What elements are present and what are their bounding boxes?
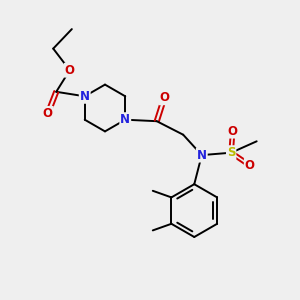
Text: O: O [228, 124, 238, 138]
Text: N: N [197, 148, 207, 162]
Text: N: N [120, 113, 130, 126]
Text: O: O [43, 107, 53, 120]
Text: O: O [159, 91, 169, 104]
Text: O: O [65, 64, 75, 77]
Text: S: S [227, 146, 236, 159]
Text: O: O [245, 159, 255, 172]
Text: N: N [80, 90, 90, 103]
